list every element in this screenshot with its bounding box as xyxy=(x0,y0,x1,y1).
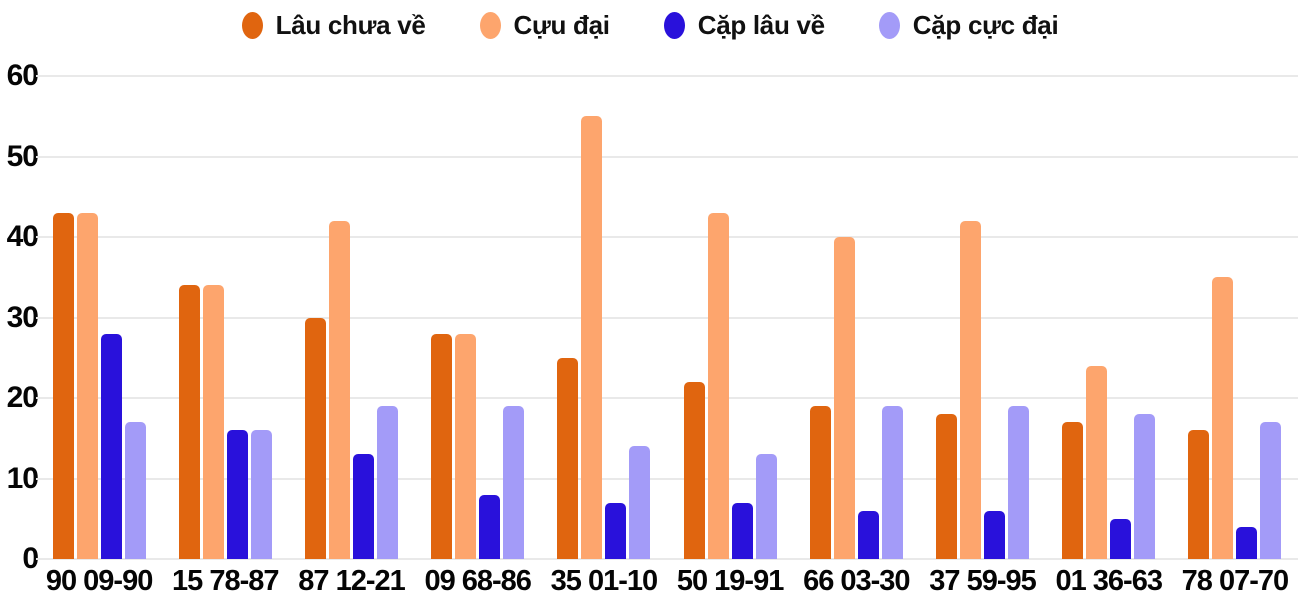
bar-group-8 xyxy=(1046,76,1172,559)
bar-series3-cat9 xyxy=(1260,422,1282,559)
x-tick-label-2: 87 12-21 xyxy=(298,565,406,597)
legend-dot-icon xyxy=(663,11,685,39)
bar-series3-cat8 xyxy=(1134,414,1156,559)
bar-series2-cat6 xyxy=(857,510,879,559)
x-tick-label-0: 90 09-90 xyxy=(45,565,154,597)
bar-group-0 xyxy=(36,76,162,559)
bar-series0-cat5 xyxy=(683,381,705,559)
y-tick-label-0: 0 xyxy=(22,542,39,575)
bar-series3-cat1 xyxy=(250,430,272,559)
x-tick-label-6: 66 03-30 xyxy=(803,565,911,597)
x-axis: 90 09-90 15 78-87 87 12-21 09 68-86 35 01-10… xyxy=(36,562,1298,600)
legend-dot-icon xyxy=(241,11,263,39)
legend-item-1[interactable]: Cựu đại xyxy=(479,9,610,41)
bar-group-2 xyxy=(288,76,414,559)
bar-series0-cat8 xyxy=(1062,422,1084,559)
bar-series1-cat4 xyxy=(581,116,603,559)
bar-series0-cat6 xyxy=(809,406,831,559)
y-tick-label-20: 20 xyxy=(6,381,39,415)
bar-series1-cat2 xyxy=(329,220,350,559)
bar-series3-cat2 xyxy=(377,406,398,559)
x-tick-label-3: 09 68-86 xyxy=(424,565,532,597)
legend-item-0[interactable]: Lâu chưa về xyxy=(241,9,426,41)
chart-legend: Lâu chưa về Cựu đại Cặp lâu về Cặp cực đại xyxy=(0,4,1300,46)
y-tick-label-40: 40 xyxy=(6,220,39,254)
legend-label: Cặp lâu về xyxy=(697,9,825,40)
gridline-10 xyxy=(36,477,1298,480)
gridline-60 xyxy=(36,75,1298,77)
legend-label: Cựu đại xyxy=(513,9,610,40)
bar-series2-cat7 xyxy=(984,510,1006,559)
x-tick-label-7: 37 59-95 xyxy=(929,565,1037,597)
bar-series3-cat4 xyxy=(629,446,651,559)
bar-group-5 xyxy=(667,76,793,559)
legend-item-2[interactable]: Cặp lâu về xyxy=(663,9,825,41)
legend-dot-icon xyxy=(479,11,501,39)
bar-series1-cat8 xyxy=(1086,365,1108,559)
bar-series3-cat0 xyxy=(124,422,146,559)
bar-series2-cat0 xyxy=(100,333,122,559)
bar-series1-cat7 xyxy=(960,220,982,559)
bar-series2-cat9 xyxy=(1236,526,1258,559)
y-tick-label-10: 10 xyxy=(6,461,39,495)
gridline-0 xyxy=(36,558,1298,560)
bar-series2-cat3 xyxy=(479,494,501,559)
gridline-20 xyxy=(36,397,1298,400)
bar-series2-cat1 xyxy=(226,430,248,559)
legend-label: Cặp cực đại xyxy=(912,9,1059,40)
x-tick-label-5: 50 19-91 xyxy=(676,565,785,597)
x-tick-label-1: 15 78-87 xyxy=(172,565,280,597)
legend-dot-icon xyxy=(878,11,900,39)
plot-area xyxy=(36,75,1298,560)
gridline-30 xyxy=(36,316,1298,319)
bar-group-7 xyxy=(919,76,1045,559)
bar-series0-cat9 xyxy=(1188,430,1210,559)
bar-groups xyxy=(36,76,1298,559)
bar-series1-cat3 xyxy=(455,333,477,559)
bar-group-9 xyxy=(1172,76,1298,559)
bar-group-3 xyxy=(415,76,541,559)
bar-group-4 xyxy=(541,76,667,559)
bar-series2-cat8 xyxy=(1110,518,1132,559)
bar-series0-cat7 xyxy=(936,414,958,559)
bar-series3-cat3 xyxy=(503,406,525,559)
bar-series1-cat0 xyxy=(76,212,98,559)
bar-series3-cat5 xyxy=(755,454,777,559)
x-tick-label-9: 78 07-70 xyxy=(1181,565,1290,597)
bar-series1-cat5 xyxy=(707,212,729,559)
bar-series2-cat4 xyxy=(605,502,627,559)
chart-area: 0 10 20 30 40 50 60 xyxy=(0,61,1300,574)
bar-series1-cat6 xyxy=(833,237,855,559)
y-tick-label-60: 60 xyxy=(6,59,39,92)
y-tick-label-50: 50 xyxy=(6,139,39,173)
bar-series2-cat2 xyxy=(353,454,374,559)
x-tick-label-8: 01 36-63 xyxy=(1055,565,1163,597)
bar-series2-cat5 xyxy=(731,502,753,559)
bar-series0-cat2 xyxy=(305,317,326,559)
bar-series1-cat9 xyxy=(1212,277,1234,559)
gridline-40 xyxy=(36,236,1298,239)
bar-series0-cat1 xyxy=(178,285,200,559)
bar-group-6 xyxy=(793,76,919,559)
bar-group-1 xyxy=(162,76,288,559)
x-tick-label-4: 35 01-10 xyxy=(550,565,659,597)
legend-label: Lâu chưa về xyxy=(275,9,426,40)
bar-series3-cat7 xyxy=(1008,406,1030,559)
bar-series0-cat3 xyxy=(431,333,453,559)
bar-series3-cat6 xyxy=(881,406,903,559)
y-tick-label-30: 30 xyxy=(6,300,39,334)
bar-series0-cat0 xyxy=(52,212,74,559)
legend-item-3[interactable]: Cặp cực đại xyxy=(878,9,1059,41)
y-axis: 0 10 20 30 40 50 60 xyxy=(0,61,39,574)
bar-series0-cat4 xyxy=(557,357,579,559)
bar-series1-cat1 xyxy=(202,285,224,559)
gridline-50 xyxy=(36,155,1298,158)
